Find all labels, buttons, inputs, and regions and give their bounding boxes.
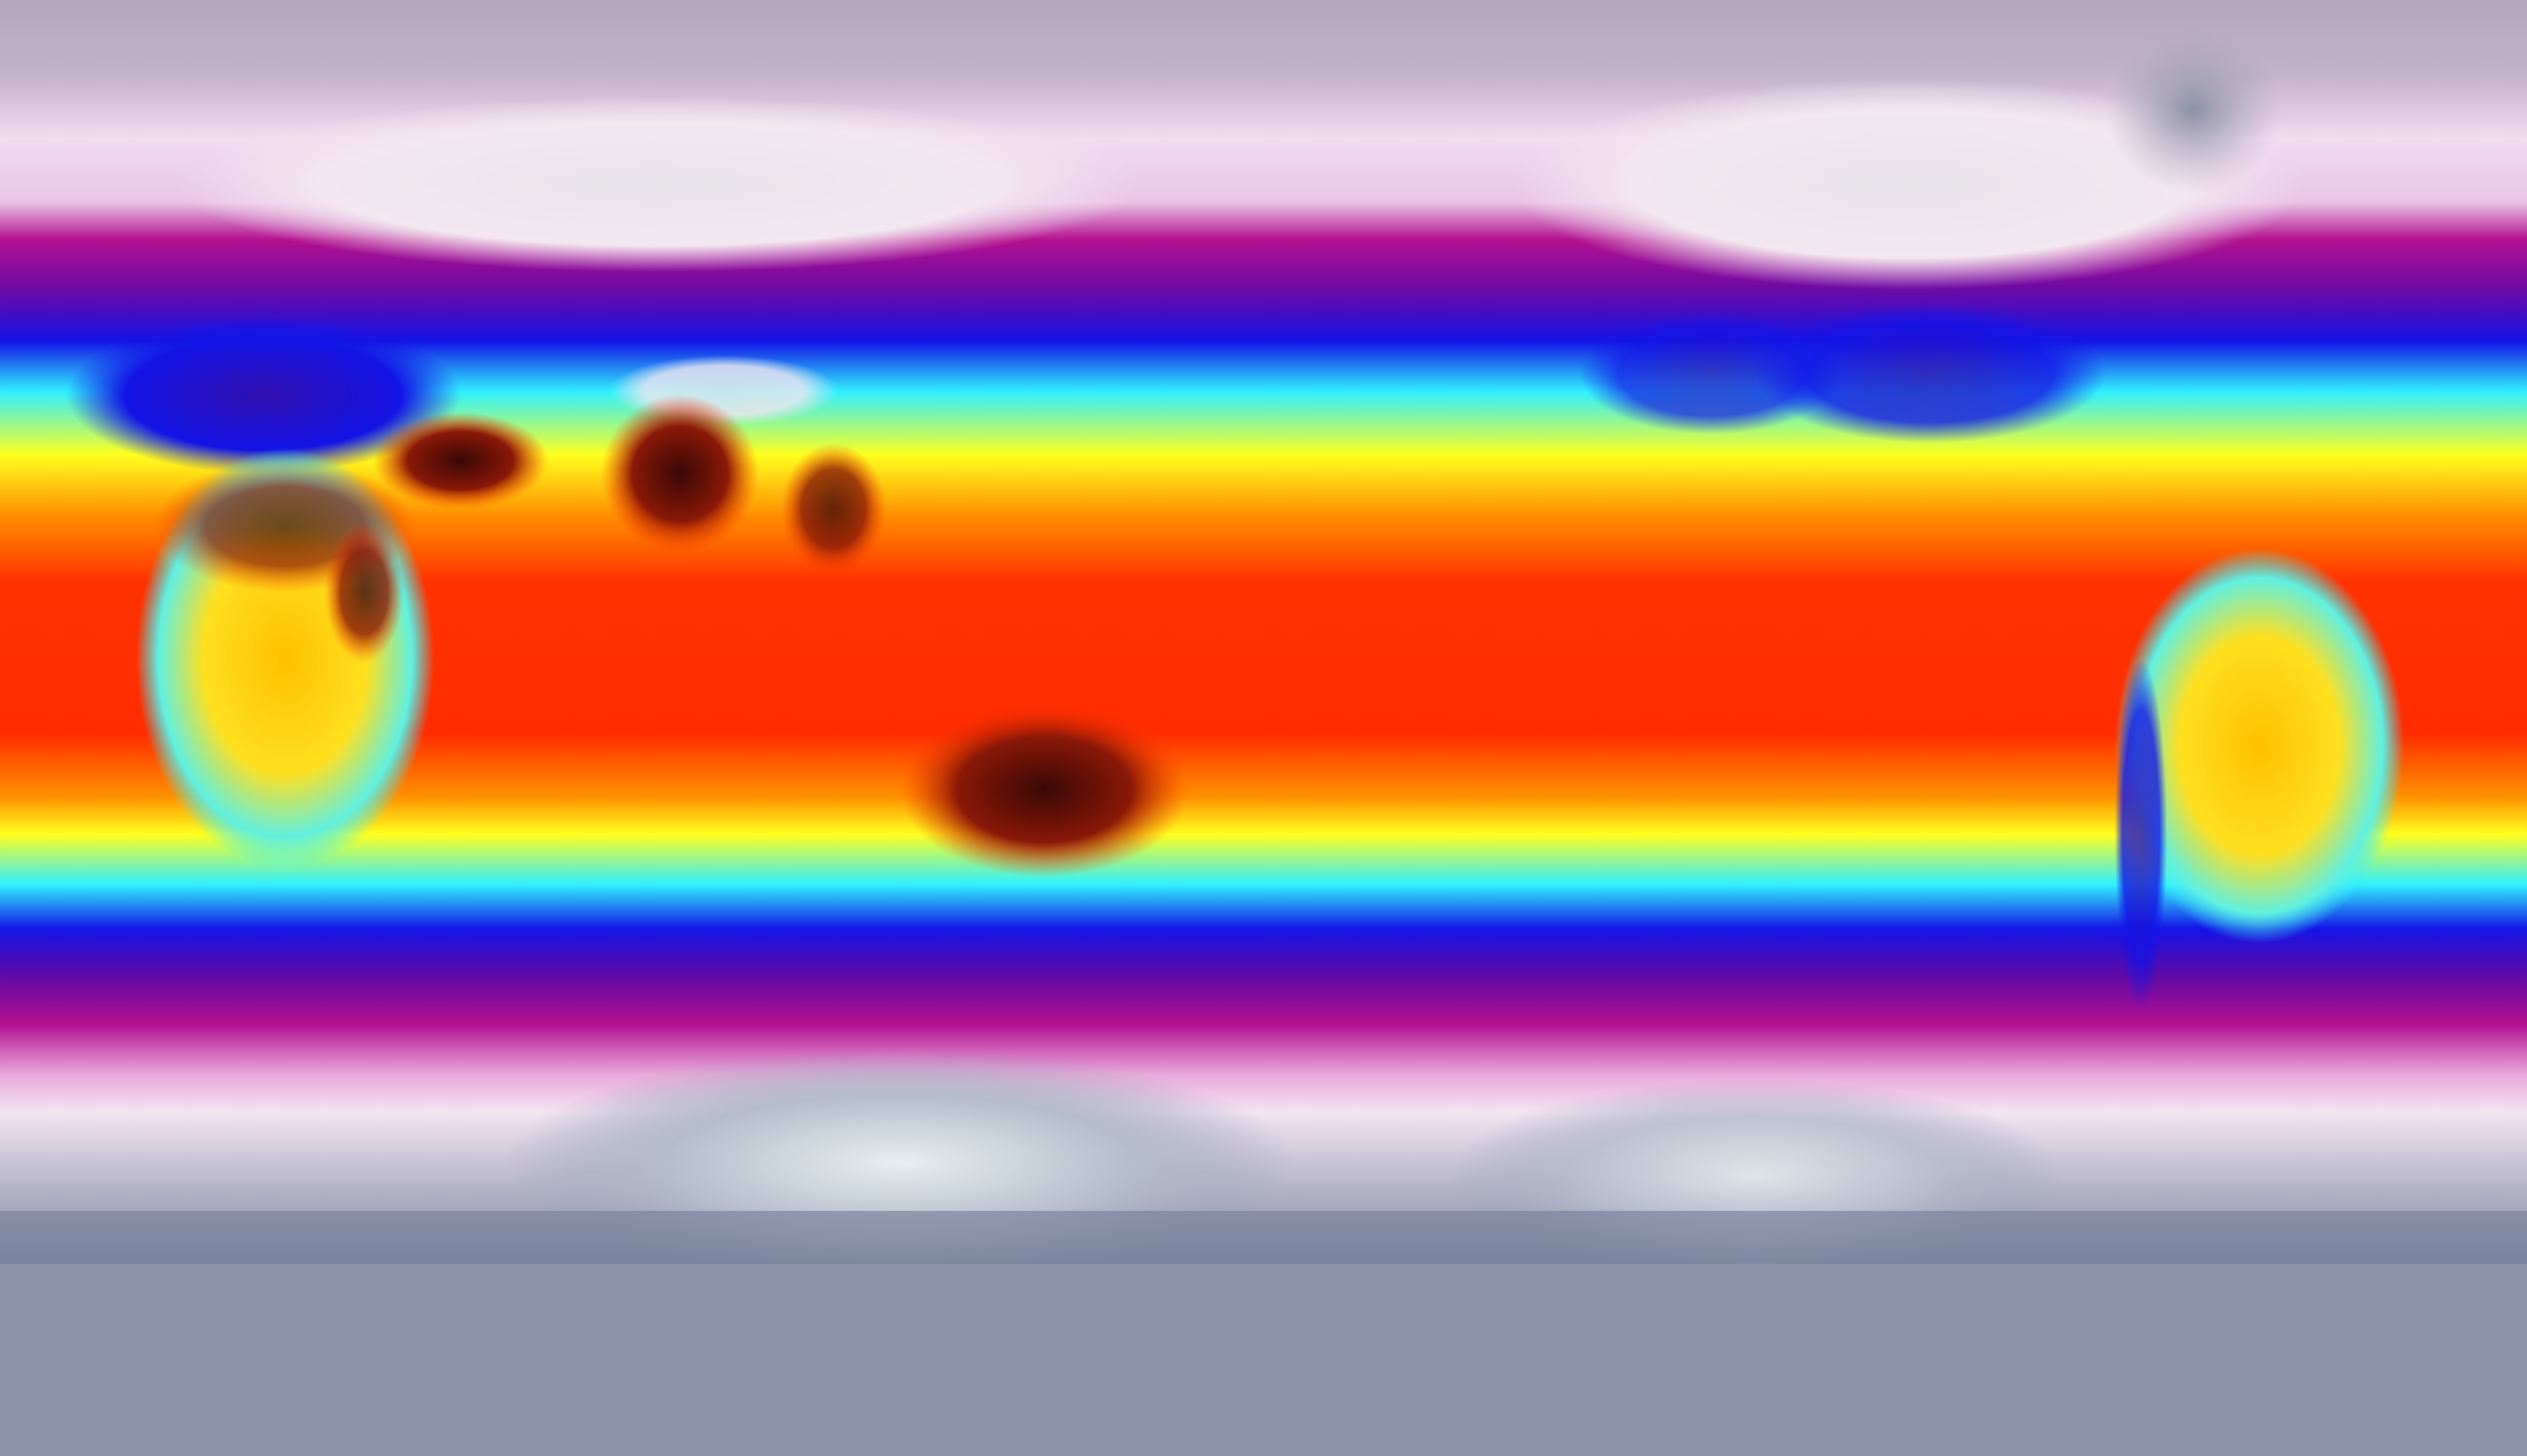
north-america-cold <box>1755 302 2106 443</box>
antarctica-east <box>504 1048 1294 1264</box>
south-pole-edge <box>0 1210 2527 1264</box>
arabia-hot <box>372 412 549 509</box>
south-america-land <box>2115 548 2404 944</box>
east-africa-hot <box>324 522 404 663</box>
india-hot <box>601 395 759 553</box>
andes-cold <box>2115 658 2168 1009</box>
north-pacific-vortex <box>1579 311 1843 435</box>
greenland <box>2105 26 2281 193</box>
temperature-map <box>0 0 2527 1264</box>
australia-hot <box>899 701 1189 878</box>
indochina-hot <box>781 443 886 575</box>
central-asia-cold <box>66 315 461 474</box>
canada-snow <box>1513 79 2304 290</box>
siberia-snow <box>175 96 1141 272</box>
